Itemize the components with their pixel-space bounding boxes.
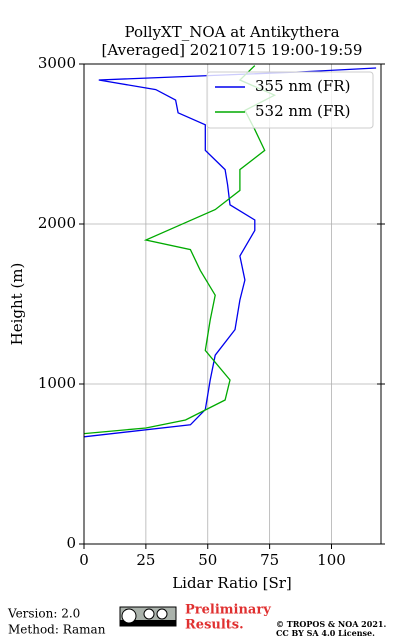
x-tick-label: 0: [79, 551, 89, 569]
status: Results.: [185, 618, 244, 633]
status: Preliminary: [185, 603, 271, 618]
y-axis-label: Height (m): [8, 263, 26, 346]
x-tick-label: 50: [198, 551, 217, 569]
method: Method: Raman: [8, 623, 106, 637]
copyright: CC BY SA 4.0 License.: [276, 628, 375, 638]
data-line: [84, 67, 377, 438]
y-tick-label: 3000: [38, 54, 76, 72]
x-tick-label: 100: [317, 551, 346, 569]
x-tick-label: 75: [260, 551, 279, 569]
legend-box: [206, 71, 374, 129]
x-axis-label: Lidar Ratio [Sr]: [172, 574, 292, 592]
x-tick-label: 25: [136, 551, 155, 569]
plot-frame: [83, 63, 382, 545]
y-tick-label: 0: [66, 534, 76, 552]
legend-label: 355 nm (FR): [255, 77, 350, 95]
y-tick-label: 2000: [38, 214, 76, 232]
legend-label: 532 nm (FR): [255, 102, 350, 120]
copyright: © TROPOS & NOA 2021.: [276, 619, 386, 629]
version: Version: 2.0: [7, 607, 80, 621]
y-tick-label: 1000: [38, 374, 76, 392]
license-badge: [119, 606, 177, 627]
chart-title: PollyXT_NOA at Antikythera: [124, 23, 339, 41]
chart-title: [Averaged] 20210715 19:00-19:59: [102, 41, 363, 59]
